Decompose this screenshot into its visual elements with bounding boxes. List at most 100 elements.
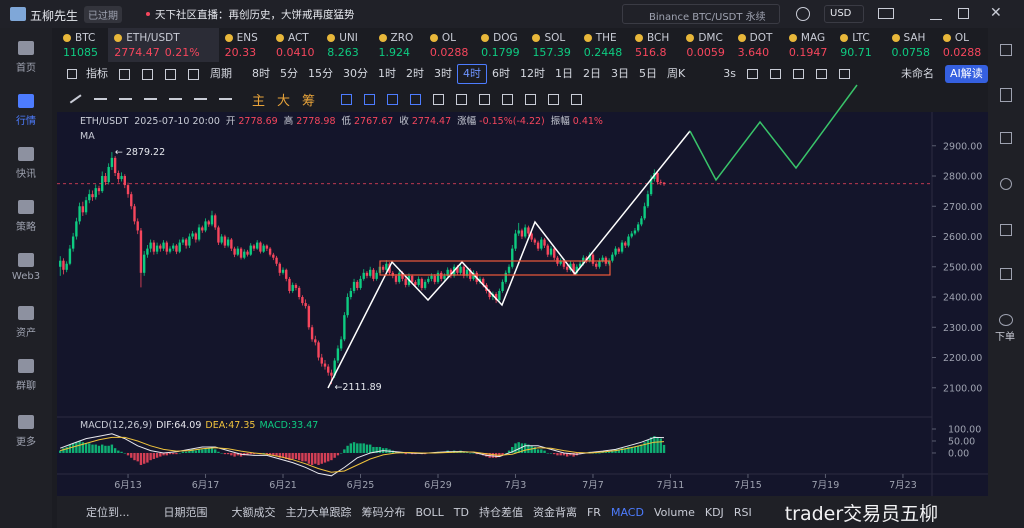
indicator-tab[interactable]: RSI <box>733 505 752 519</box>
indicator-tab[interactable]: 持仓差值 <box>478 506 523 519</box>
tool-icon[interactable] <box>142 68 153 80</box>
period[interactable]: 30分 <box>343 67 368 80</box>
nav-item[interactable]: Web3 <box>0 253 52 282</box>
ticker[interactable]: ETH/USDT 2774.47 0.21% <box>108 28 219 62</box>
icon[interactable] <box>999 314 1013 326</box>
indicator-tab[interactable]: BOLL <box>415 505 444 519</box>
draw-tool[interactable] <box>364 93 376 105</box>
ticker[interactable]: SAH 0.0758 <box>886 28 937 62</box>
draw-tool[interactable] <box>387 93 399 105</box>
ticker[interactable]: LTC 90.71 <box>834 28 885 62</box>
indicator-tab[interactable]: 主力大单跟踪 <box>285 506 352 519</box>
indicator-tab[interactable]: 大额成交 <box>231 506 276 519</box>
ticker[interactable]: ENS 20.33 <box>219 28 270 62</box>
tag-button[interactable]: 筹 <box>302 93 316 109</box>
ticker[interactable]: UNI 8.263 <box>321 28 372 62</box>
ticker[interactable]: SOL 157.39 <box>526 28 577 62</box>
period[interactable]: 1时 <box>378 67 396 80</box>
tag-button[interactable]: 大 <box>277 93 291 109</box>
tool-icon[interactable] <box>815 69 827 79</box>
tool-icon[interactable] <box>119 68 130 80</box>
tool-icon[interactable] <box>746 69 758 79</box>
draw-tool[interactable] <box>433 93 445 105</box>
news[interactable]: 天下社区直播：再创历史，大饼戒再度猛势 <box>155 9 355 21</box>
period[interactable]: 周K <box>667 67 686 80</box>
minimize[interactable] <box>930 9 942 20</box>
period[interactable]: 3日 <box>611 67 629 80</box>
ticker[interactable]: DOG 0.1799 <box>475 28 526 62</box>
draw-tool[interactable] <box>119 98 132 100</box>
tool-icon[interactable] <box>165 68 176 80</box>
tool-icon[interactable] <box>838 69 850 79</box>
currency-select[interactable]: USD <box>824 5 864 23</box>
refresh[interactable]: 3s <box>723 67 736 80</box>
period[interactable]: 6时 <box>492 67 510 80</box>
icon[interactable] <box>1000 268 1012 280</box>
draw-tool[interactable] <box>219 98 232 100</box>
indicator-tab[interactable]: 资金背离 <box>532 506 577 519</box>
icon[interactable] <box>1000 44 1012 56</box>
ticker[interactable]: DOT 3.640 <box>732 28 783 62</box>
indicator-tab[interactable]: FR <box>586 505 601 519</box>
nav-item[interactable]: 行情 <box>0 94 52 127</box>
icon[interactable] <box>1000 88 1012 102</box>
indicator-tab[interactable]: 筹码分布 <box>361 506 406 519</box>
period[interactable]: 15分 <box>308 67 333 80</box>
ticker[interactable]: THE 0.2448 <box>578 28 629 62</box>
period[interactable]: 4时 <box>457 64 487 84</box>
layout-name[interactable]: 未命名 <box>900 67 934 80</box>
period[interactable]: 2日 <box>583 67 601 80</box>
draw-tool[interactable] <box>548 93 560 105</box>
period[interactable]: 2时 <box>406 67 424 80</box>
indicator-tab[interactable]: MACD <box>610 505 644 519</box>
draw-tool[interactable] <box>479 93 491 105</box>
nav-item[interactable]: 策略 <box>0 200 52 233</box>
nav-item[interactable]: 群聊 <box>0 359 52 392</box>
draw-tool[interactable] <box>69 94 82 104</box>
ticker[interactable]: BTC 11085 <box>57 28 108 62</box>
nav-item[interactable]: 首页 <box>0 41 52 74</box>
draw-tool[interactable] <box>456 93 468 105</box>
ticker[interactable]: ZRO 1.924 <box>373 28 424 62</box>
period[interactable]: 3时 <box>434 67 452 80</box>
icon[interactable] <box>1000 224 1012 236</box>
order-label[interactable]: 下单 <box>995 332 1015 343</box>
indicator-tab[interactable]: Volume <box>653 505 695 519</box>
period[interactable]: 8时 <box>252 67 270 80</box>
indicator-tab[interactable]: TD <box>453 505 469 519</box>
tag-button[interactable]: 主 <box>252 93 266 109</box>
ticker[interactable]: MAG 0.1947 <box>783 28 834 62</box>
ai-button[interactable]: AI解读 <box>944 65 988 83</box>
icon[interactable] <box>1000 178 1012 190</box>
locate[interactable]: 定位到... <box>86 506 130 519</box>
ticker[interactable]: DMC 0.0059 <box>680 28 731 62</box>
period[interactable]: 12时 <box>520 67 545 80</box>
close[interactable]: ✕ <box>990 5 1002 21</box>
period[interactable]: 5分 <box>280 67 298 80</box>
mail-icon[interactable] <box>878 8 894 19</box>
nav-item[interactable]: 更多 <box>0 415 52 448</box>
draw-tool[interactable] <box>502 93 514 105</box>
draw-tool[interactable] <box>410 93 422 105</box>
draw-tool[interactable] <box>169 98 182 100</box>
user-icon[interactable] <box>796 7 810 21</box>
nav-item[interactable]: 快讯 <box>0 147 52 180</box>
tool-icon[interactable] <box>792 69 804 79</box>
period[interactable]: 5日 <box>639 67 657 80</box>
search-box[interactable]: Binance BTC/USDT 永续 <box>622 4 780 24</box>
ticker[interactable]: BCH 516.8 <box>629 28 680 62</box>
maximize[interactable] <box>958 8 969 19</box>
draw-tool[interactable] <box>194 98 207 100</box>
draw-tool[interactable] <box>341 93 353 105</box>
draw-tool[interactable] <box>94 98 107 100</box>
period-button[interactable]: 周期 <box>210 67 232 80</box>
tool-icon[interactable] <box>769 69 781 79</box>
date-range[interactable]: 日期范围 <box>163 506 208 519</box>
ticker[interactable]: OL 0.0288 <box>424 28 475 62</box>
indicator-tab[interactable]: KDJ <box>704 505 724 519</box>
tool-icon[interactable] <box>188 68 199 80</box>
draw-tool[interactable] <box>144 98 157 100</box>
indicator-button[interactable]: 指标 <box>86 67 108 80</box>
draw-tool[interactable] <box>525 93 537 105</box>
icon[interactable] <box>1000 132 1012 144</box>
